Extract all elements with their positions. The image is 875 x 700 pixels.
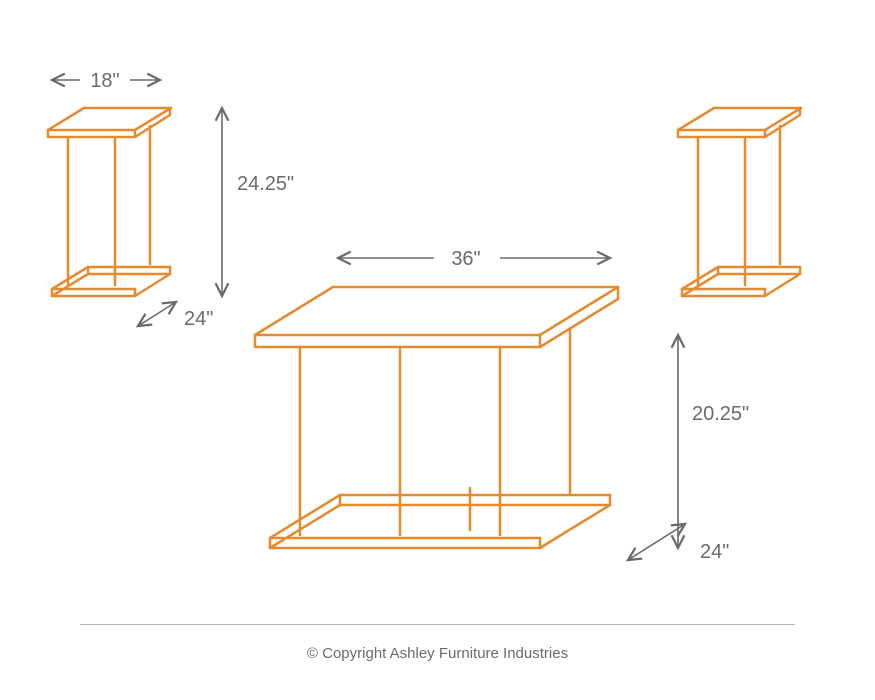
dim-center-width-label: 36": [451, 248, 480, 270]
dim-center-depth-label: 24": [700, 541, 729, 563]
dim-center-height-label: 20.25": [692, 403, 749, 425]
center-coffee-table: [255, 287, 618, 548]
dim-left-depth-label: 24": [184, 308, 213, 330]
dimension-diagram: 18" 24.25" 24" 36" 20.25" 24": [0, 0, 875, 700]
right-end-table: [678, 108, 801, 296]
left-end-table: [48, 108, 171, 296]
copyright-text: © Copyright Ashley Furniture Industries: [0, 645, 875, 662]
dim-left-height-label: 24.25": [237, 173, 294, 195]
dim-left-width-label: 18": [90, 70, 119, 92]
footer-divider: [80, 624, 795, 625]
